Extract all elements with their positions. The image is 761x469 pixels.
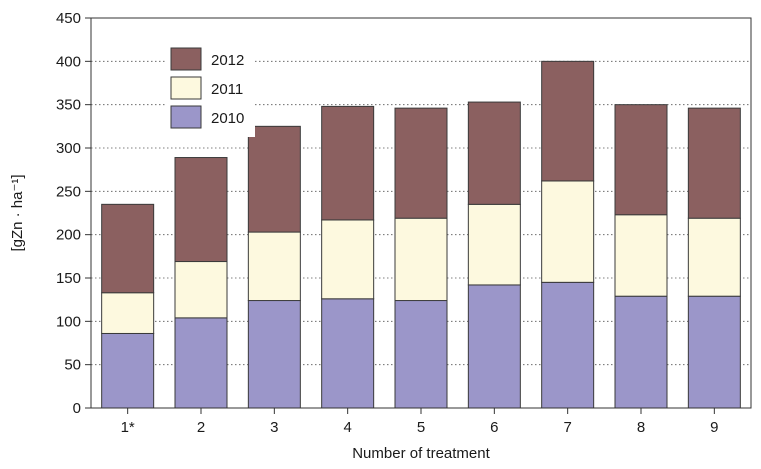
y-axis-label: [gZn · ha⁻¹] (9, 174, 26, 251)
legend-swatch-2010 (170, 105, 202, 129)
y-tick-label: 150 (56, 270, 81, 287)
y-tick-label: 400 (56, 53, 81, 70)
tick-labels: 0 50 100 150 200 250 300 350 400 450 1* 2 3 4 5 6 7 8 9 (56, 10, 719, 436)
bar-segment-2012 (541, 60, 595, 182)
bar-segment-2011 (174, 261, 228, 319)
x-tick-label: 2 (197, 419, 205, 436)
bar-segment-2010 (101, 332, 155, 409)
y-tick-label: 450 (56, 10, 81, 27)
bar-segment-2011 (394, 217, 448, 302)
bar-segment-2012 (394, 107, 448, 219)
bar-segment-2010 (321, 298, 375, 409)
bar-segment-2012 (467, 101, 521, 205)
x-axis-label: Number of treatment (352, 445, 490, 462)
y-tick-label: 300 (56, 140, 81, 157)
bar-segment-2010 (687, 295, 741, 409)
x-tick-label: 7 (563, 419, 571, 436)
bar-segment-2011 (467, 203, 521, 286)
bar-segment-2010 (541, 281, 595, 409)
legend-label-2011: 2011 (211, 81, 243, 98)
legend-label-2010: 2010 (211, 110, 244, 127)
y-tick-label: 200 (56, 227, 81, 244)
x-tick-label: 4 (343, 419, 351, 436)
axes (85, 17, 752, 414)
y-tick-label: 50 (64, 357, 81, 374)
legend-swatch-2011 (170, 76, 202, 100)
x-tick-label: 9 (710, 419, 718, 436)
bar-segment-2010 (247, 300, 301, 409)
bar-segment-2011 (101, 292, 155, 334)
bar-segment-2010 (394, 300, 448, 409)
bar-segment-2011 (321, 219, 375, 300)
legend-swatch-2012 (170, 47, 202, 71)
bar-segment-2012 (687, 107, 741, 219)
y-tick-label: 250 (56, 183, 81, 200)
y-tick-label: 350 (56, 97, 81, 114)
bar-segment-2010 (174, 317, 228, 409)
x-tick-label: 1* (121, 419, 135, 436)
bar-segment-2011 (687, 217, 741, 297)
bar-stacks (101, 60, 741, 409)
bar-segment-2012 (247, 125, 301, 233)
bar-segment-2010 (614, 295, 668, 409)
y-tick-label: 100 (56, 313, 81, 330)
x-tick-label: 5 (417, 419, 425, 436)
bar-segment-2011 (614, 214, 668, 297)
bar-segment-2012 (321, 105, 375, 221)
bar-segment-2011 (541, 180, 595, 283)
legend: 2012 2011 2010 (167, 42, 255, 137)
legend-label-2012: 2012 (211, 52, 244, 69)
bar-segment-2010 (467, 284, 521, 409)
bar-segment-2011 (247, 231, 301, 302)
bar-segment-2012 (174, 157, 228, 263)
bar-segment-2012 (101, 203, 155, 294)
x-tick-label: 6 (490, 419, 498, 436)
bar-segment-2012 (614, 104, 668, 216)
y-tick-label: 0 (73, 400, 81, 417)
x-tick-label: 8 (637, 419, 645, 436)
x-tick-label: 3 (270, 419, 278, 436)
